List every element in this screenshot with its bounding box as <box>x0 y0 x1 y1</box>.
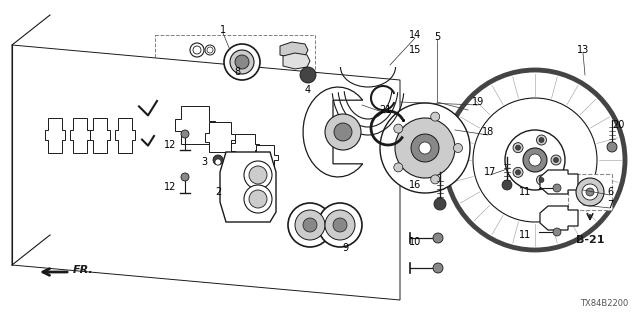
Text: 7: 7 <box>607 200 613 210</box>
Circle shape <box>325 114 361 150</box>
Text: 11: 11 <box>519 187 531 197</box>
Text: TX84B2200: TX84B2200 <box>580 299 628 308</box>
Text: 18: 18 <box>482 127 494 137</box>
Text: 12: 12 <box>164 182 176 192</box>
Text: 3: 3 <box>201 157 207 167</box>
Text: 2: 2 <box>215 187 221 197</box>
Circle shape <box>576 178 604 206</box>
Polygon shape <box>155 35 315 105</box>
Circle shape <box>249 166 267 184</box>
Circle shape <box>419 142 431 154</box>
Circle shape <box>554 157 559 163</box>
Circle shape <box>300 67 316 83</box>
Circle shape <box>244 161 272 189</box>
Circle shape <box>395 118 455 178</box>
Circle shape <box>394 163 403 172</box>
Circle shape <box>295 210 325 240</box>
Circle shape <box>181 173 189 181</box>
Circle shape <box>190 43 204 57</box>
Circle shape <box>334 123 352 141</box>
Circle shape <box>586 188 594 196</box>
Polygon shape <box>12 45 400 300</box>
Circle shape <box>433 233 443 243</box>
Circle shape <box>230 50 254 74</box>
Text: B-21: B-21 <box>576 235 604 245</box>
Text: 20: 20 <box>612 120 624 130</box>
Circle shape <box>515 170 520 175</box>
Polygon shape <box>45 117 65 153</box>
Circle shape <box>582 184 598 200</box>
Circle shape <box>523 148 547 172</box>
Circle shape <box>288 203 332 247</box>
Circle shape <box>433 263 443 273</box>
Circle shape <box>434 198 446 210</box>
Text: 13: 13 <box>577 45 589 55</box>
Polygon shape <box>115 117 135 153</box>
Polygon shape <box>283 53 310 69</box>
Circle shape <box>445 70 625 250</box>
Circle shape <box>513 167 523 177</box>
Circle shape <box>515 145 520 150</box>
Polygon shape <box>252 145 278 170</box>
Text: 9: 9 <box>342 243 348 253</box>
Circle shape <box>224 44 260 80</box>
Circle shape <box>333 218 347 232</box>
Circle shape <box>502 180 512 190</box>
Circle shape <box>181 130 189 138</box>
Circle shape <box>205 45 215 55</box>
Text: 1: 1 <box>220 25 226 35</box>
Text: 21: 21 <box>379 105 391 115</box>
Circle shape <box>431 175 440 184</box>
Polygon shape <box>70 117 90 153</box>
Polygon shape <box>540 170 578 194</box>
Polygon shape <box>90 117 110 153</box>
Text: 15: 15 <box>409 45 421 55</box>
Circle shape <box>513 143 523 153</box>
Polygon shape <box>540 206 578 230</box>
Circle shape <box>536 175 547 185</box>
Circle shape <box>244 185 272 213</box>
Polygon shape <box>220 152 276 222</box>
Text: 4: 4 <box>305 85 311 95</box>
Bar <box>568 174 612 210</box>
Text: 6: 6 <box>607 187 613 197</box>
Text: 12: 12 <box>164 140 176 150</box>
Circle shape <box>553 184 561 192</box>
Circle shape <box>536 135 547 145</box>
Text: 11: 11 <box>519 230 531 240</box>
Circle shape <box>303 218 317 232</box>
Circle shape <box>551 155 561 165</box>
Circle shape <box>431 112 440 121</box>
Text: 14: 14 <box>409 30 421 40</box>
Text: 16: 16 <box>409 180 421 190</box>
Circle shape <box>454 143 463 153</box>
Circle shape <box>380 103 470 193</box>
Text: 19: 19 <box>472 97 484 107</box>
Circle shape <box>318 203 362 247</box>
Circle shape <box>539 138 544 142</box>
Polygon shape <box>175 106 214 144</box>
Circle shape <box>607 142 617 152</box>
Text: 5: 5 <box>434 32 440 42</box>
Polygon shape <box>100 110 340 265</box>
Circle shape <box>213 155 223 165</box>
Circle shape <box>505 130 565 190</box>
Polygon shape <box>205 122 236 152</box>
Circle shape <box>553 228 561 236</box>
Polygon shape <box>231 133 259 161</box>
Circle shape <box>215 159 221 165</box>
Text: 8: 8 <box>234 67 240 77</box>
Polygon shape <box>303 87 363 177</box>
Circle shape <box>529 154 541 166</box>
Polygon shape <box>280 42 308 58</box>
Text: 17: 17 <box>484 167 496 177</box>
Circle shape <box>411 134 439 162</box>
Circle shape <box>235 55 249 69</box>
Circle shape <box>249 190 267 208</box>
Circle shape <box>539 178 544 182</box>
Text: FR.: FR. <box>73 265 93 275</box>
Circle shape <box>325 210 355 240</box>
Text: 10: 10 <box>409 237 421 247</box>
Circle shape <box>394 124 403 133</box>
